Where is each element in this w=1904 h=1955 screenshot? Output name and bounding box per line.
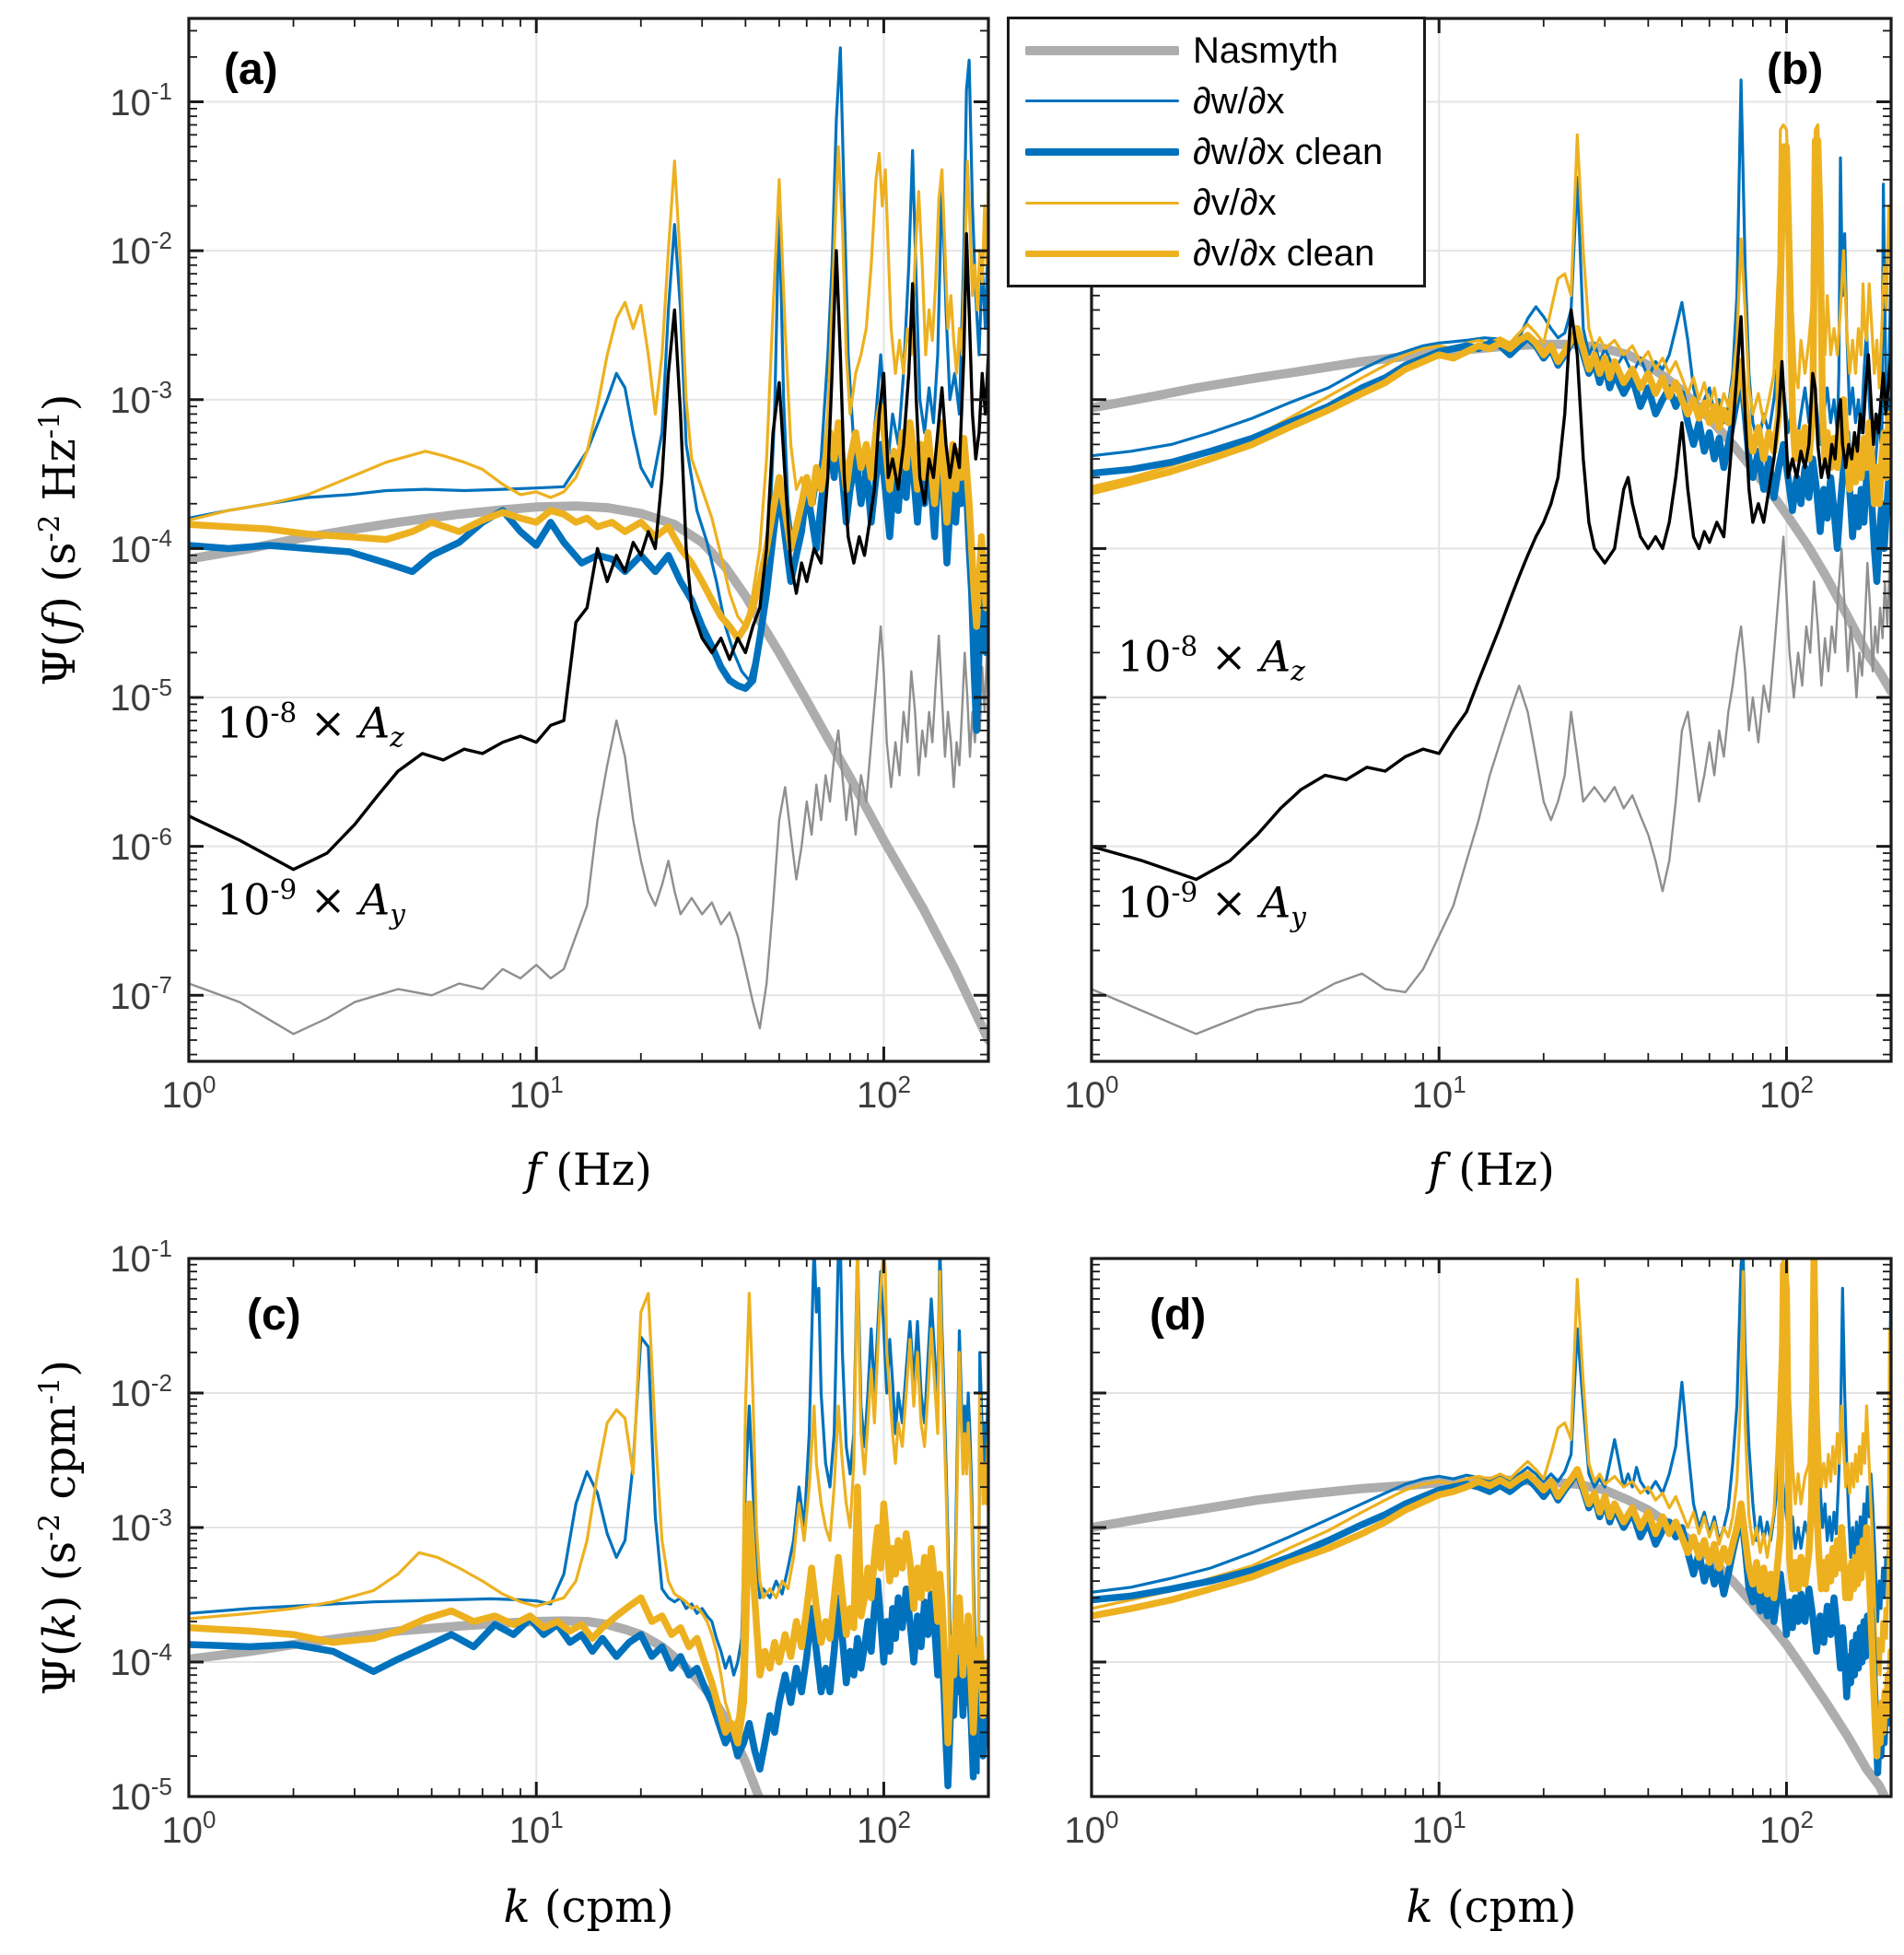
legend-item-dwdx: ∂w/∂x <box>1010 77 1423 125</box>
annotation-az-panel-a: 10-8 × Az <box>216 697 404 754</box>
y-tick-label: 10-3 <box>110 1504 172 1550</box>
series-dv-dx-clean <box>189 1483 988 1747</box>
series-dv-dx-clean <box>1092 136 1891 508</box>
x-axis-label-f-hz-right: f (Hz) <box>1428 1144 1555 1196</box>
x-axis-label-f-hz-left: f (Hz) <box>525 1144 652 1196</box>
x-tick-label: 102 <box>856 1806 911 1852</box>
x-tick-label: 100 <box>1064 1806 1119 1852</box>
x-tick-label: 101 <box>508 1806 564 1852</box>
x-axis-label-k-cpm-right: k (cpm) <box>1406 1881 1577 1933</box>
annotation-az-panel-b: 10-8 × Az <box>1117 631 1305 687</box>
x-tick-label: 100 <box>161 1806 216 1852</box>
series-1e-8-x-az <box>189 232 988 872</box>
legend-item-dvdx: ∂v/∂x <box>1010 179 1423 227</box>
y-tick-label: 10-4 <box>110 1638 172 1684</box>
legend-line-dvdx <box>1025 201 1179 205</box>
x-tick-label: 101 <box>1411 1806 1466 1852</box>
series-group <box>189 1258 988 1797</box>
x-tick-label: 102 <box>1758 1071 1814 1117</box>
series-dv-dx <box>189 1258 988 1745</box>
legend-label: Nasmyth <box>1193 29 1338 71</box>
x-tick-label: 100 <box>1064 1071 1119 1117</box>
x-axis-label-k-cpm-left: k (cpm) <box>503 1881 674 1933</box>
series-group <box>1092 1258 1891 1797</box>
legend-line-dwdx <box>1025 100 1179 103</box>
y-axis-label-psi-f: Ψ(f) (s-2 Hz-1) <box>33 393 86 686</box>
legend-line-dvdx-clean <box>1025 250 1179 258</box>
y-tick-label: 10-2 <box>110 227 172 273</box>
y-tick-label: 10-7 <box>110 971 172 1017</box>
axes-frame <box>187 17 990 1063</box>
series-dw-dx-clean <box>1092 1468 1891 1777</box>
legend-line-dwdx-clean <box>1025 148 1179 156</box>
x-tick-label: 102 <box>856 1071 911 1117</box>
annotation-ay-panel-a: 10-9 × Ay <box>216 874 405 931</box>
panel-b <box>1090 17 1893 1063</box>
panel-c <box>187 1257 990 1798</box>
series-1e-8-x-az <box>1092 308 1891 882</box>
panel-d <box>1090 1257 1893 1798</box>
series-nasmyth <box>1092 1475 1890 1797</box>
panel-label-d: (d) <box>1150 1291 1207 1340</box>
series-group <box>189 46 988 1045</box>
legend-label: ∂w/∂x clean <box>1193 131 1384 172</box>
y-tick-label: 10-2 <box>110 1369 172 1415</box>
ticks <box>187 1257 989 1798</box>
ticks <box>1090 1257 1892 1798</box>
legend-item-dvdx-clean: ∂v/∂x clean <box>1010 229 1423 277</box>
x-tick-label: 102 <box>1758 1806 1814 1852</box>
panel-a <box>187 17 990 1063</box>
ticks <box>187 18 989 1061</box>
y-tick-label: 10-5 <box>110 1773 172 1819</box>
legend-item-nasmyth: Nasmyth <box>1010 27 1423 75</box>
legend-item-dwdx-clean: ∂w/∂x clean <box>1010 128 1423 176</box>
series-dw-dx-clean <box>189 1577 988 1790</box>
panel-label-a: (a) <box>224 45 278 94</box>
legend-line-nasmyth <box>1025 45 1179 55</box>
series-dv-dx <box>1092 123 1891 488</box>
x-tick-label: 101 <box>508 1071 564 1117</box>
y-tick-label: 10-3 <box>110 375 172 422</box>
series-dw-dx <box>189 1258 988 1774</box>
x-tick-label: 100 <box>161 1071 216 1117</box>
legend-label: ∂v/∂x <box>1193 182 1277 224</box>
series-1e-9-x-ay <box>1092 535 1891 1036</box>
series-dv-dx <box>1092 1258 1891 1677</box>
y-tick-label: 10-4 <box>110 524 172 570</box>
series-dv-dx-clean <box>1092 1258 1891 1760</box>
series-dv-dx <box>189 145 988 628</box>
y-tick-label: 10-1 <box>110 77 172 123</box>
y-tick-label: 10-6 <box>110 822 172 868</box>
panel-label-b: (b) <box>1767 45 1824 94</box>
series-group <box>1092 78 1891 1036</box>
series-nasmyth <box>189 501 988 1045</box>
x-tick-label: 101 <box>1411 1071 1466 1117</box>
legend-label: ∂v/∂x clean <box>1193 233 1375 275</box>
y-axis-label-psi-k: Ψ(k) (s-2 cpm-1) <box>33 1359 86 1696</box>
axes-frame <box>1090 17 1893 1063</box>
legend: Nasmyth ∂w/∂x ∂w/∂x clean ∂v/∂x ∂v/∂x cl… <box>1007 17 1426 287</box>
y-tick-label: 10-1 <box>110 1235 172 1281</box>
annotation-ay-panel-b: 10-9 × Ay <box>1117 877 1306 933</box>
y-tick-label: 10-5 <box>110 673 172 720</box>
series-nasmyth <box>189 1616 764 1797</box>
legend-label: ∂w/∂x <box>1193 80 1285 122</box>
series-dw-dx <box>1092 1258 1891 1623</box>
panel-label-c: (c) <box>247 1291 301 1340</box>
series-dw-dx <box>189 46 988 683</box>
series-1e-9-x-ay <box>189 625 988 1036</box>
gridlines <box>1092 18 1891 1061</box>
